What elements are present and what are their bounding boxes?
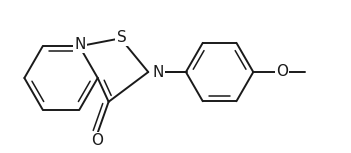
Text: O: O: [91, 133, 103, 148]
Text: N: N: [75, 37, 86, 52]
Text: N: N: [152, 65, 164, 80]
Text: O: O: [276, 63, 288, 78]
Text: S: S: [117, 30, 126, 45]
